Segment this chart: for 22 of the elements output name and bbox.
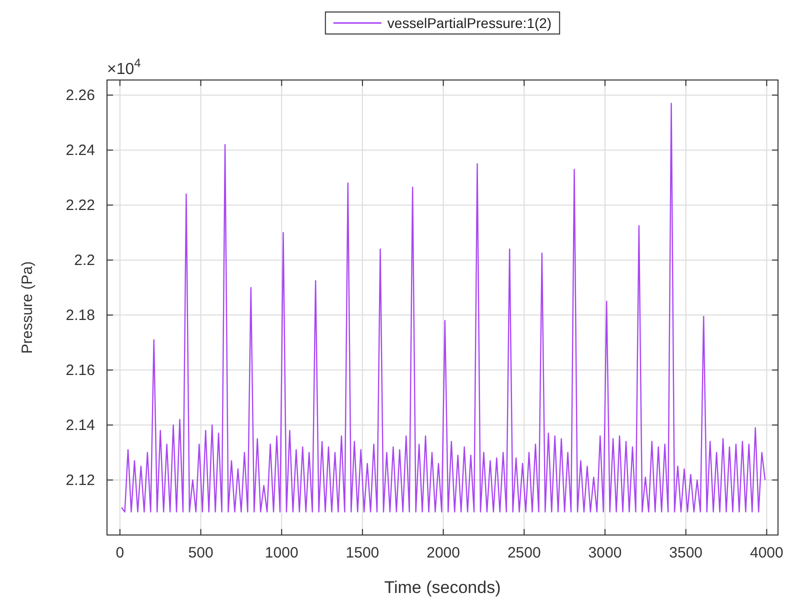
y-tick-label: 2.2	[74, 252, 95, 269]
y-tick-label: 2.24	[66, 142, 95, 159]
x-tick-label: 3500	[669, 544, 703, 562]
line-series	[120, 102, 766, 513]
y-tick-label: 2.14	[66, 416, 95, 434]
y-tick-label: 2.22	[66, 196, 95, 214]
y-axis-title: Pressure (Pa)	[19, 261, 36, 354]
x-tick-label: 1500	[346, 544, 380, 562]
x-axis-title: Time (seconds)	[384, 578, 501, 597]
text: ×10$^{4}$	[107, 56, 142, 78]
x-tick-label: 2500	[507, 544, 541, 562]
x-tick-label: 0	[116, 544, 124, 562]
x-tick-label: 1000	[264, 544, 298, 562]
y-tick-label: 2.12	[66, 472, 95, 489]
y-tick-label: 2.18	[66, 306, 95, 324]
x-tick-label: 2000	[426, 544, 460, 562]
legend-label: vesselPartialPressure:1(2)	[387, 15, 552, 31]
x-tick-label: 500	[188, 544, 214, 562]
x-tick-label: 4000	[750, 544, 784, 562]
x-tick-label: 3000	[588, 544, 622, 562]
y-tick-label: 2.16	[66, 362, 95, 379]
y-tick-label: 2.26	[66, 86, 95, 104]
